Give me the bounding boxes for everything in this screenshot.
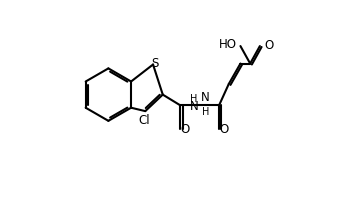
Text: N: N: [189, 100, 198, 113]
Text: H: H: [202, 107, 209, 117]
Text: H: H: [190, 94, 198, 104]
Text: N: N: [201, 91, 210, 104]
Text: HO: HO: [219, 38, 237, 51]
Text: O: O: [219, 123, 228, 136]
Text: Cl: Cl: [139, 114, 150, 127]
Text: O: O: [180, 123, 190, 136]
Text: S: S: [151, 57, 159, 70]
Text: O: O: [264, 39, 273, 52]
